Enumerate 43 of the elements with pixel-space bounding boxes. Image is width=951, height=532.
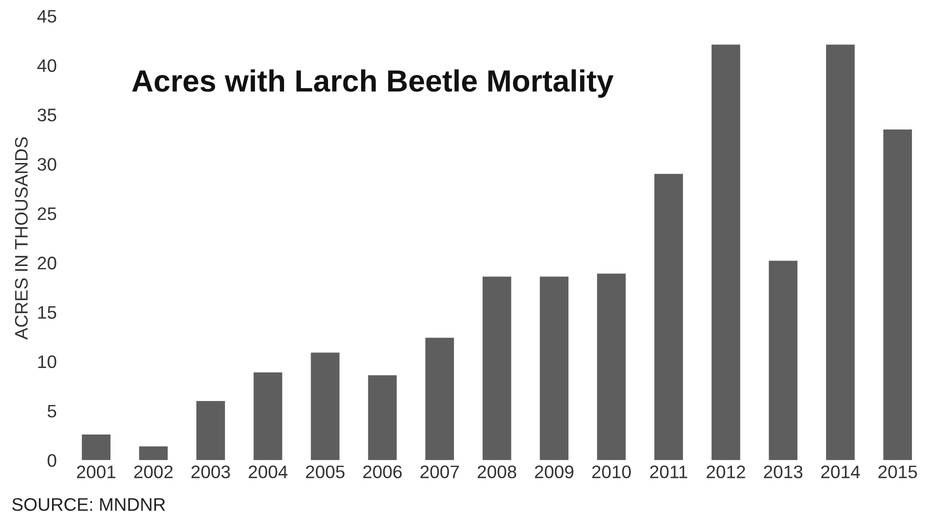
bar [196,400,225,460]
bar [310,352,340,460]
y-axis-title: ACRES IN THOUSANDS [14,137,28,340]
x-tick-label: 2009 [534,466,574,478]
y-tick-label: 25 [38,207,56,220]
source-note: SOURCE: MNDNR [12,498,166,511]
x-tick-label: 2013 [764,466,802,478]
bar [368,375,397,460]
x-tick-label: 2004 [248,466,288,478]
bar [254,372,282,460]
x-tick-label: 2006 [363,466,402,478]
x-tick-label: 2008 [478,466,516,478]
y-tick-label: 0 [48,454,56,467]
text: Acres with Larch Beetle Mortality [132,69,614,98]
x-tick-label: 2005 [306,466,344,478]
bar [654,174,683,460]
bar [139,446,168,460]
x-tick-label: 2014 [821,466,860,478]
bar [883,129,912,460]
y-tick-label: 15 [38,306,56,319]
y-tick-label: 40 [37,59,56,72]
bar [540,276,568,460]
x-tick-label: 2012 [706,466,746,478]
x-tick-label: 2011 [650,466,688,478]
bar [482,276,512,460]
x-tick-label: 2015 [878,466,917,478]
bar [425,338,454,460]
y-tick-label: 5 [48,404,56,418]
y-tick-label: 30 [38,158,56,171]
y-tick-label: 10 [38,355,56,368]
bar [597,274,626,460]
bar [82,434,110,460]
x-tick-label: 2002 [134,466,173,478]
y-tick-label: 45 [37,10,56,23]
bar [826,44,855,460]
y-tick-label: 20 [38,256,56,270]
bar [768,260,798,460]
x-tick-label: 2007 [420,466,459,478]
x-tick-label: 2003 [191,466,230,478]
bar [712,44,740,460]
y-tick-label: 35 [38,108,56,122]
x-tick-label: 2001 [76,466,116,478]
x-tick-label: 2010 [592,466,631,478]
